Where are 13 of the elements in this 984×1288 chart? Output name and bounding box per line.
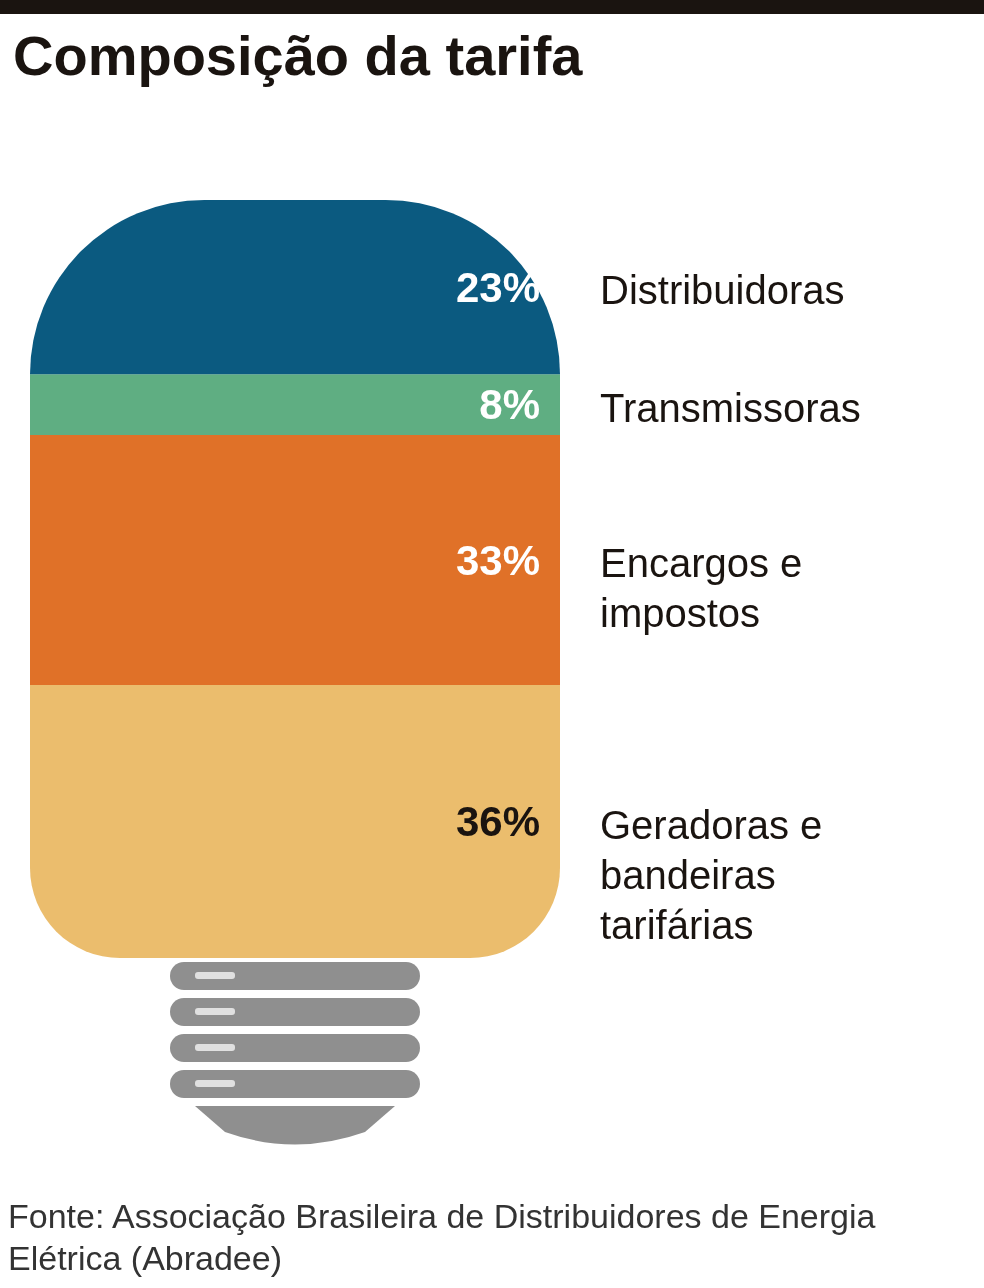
chart-title: Composição da tarifa	[13, 23, 584, 87]
data-label: 23%	[455, 263, 540, 311]
series-label: Transmissoras	[600, 385, 861, 430]
data-label: 33%	[455, 536, 540, 584]
data-label: 8%	[479, 381, 540, 429]
bar	[30, 685, 560, 958]
series-label: Geradoras e bandeiras tarifárias	[600, 802, 823, 947]
series-label: Distribuidoras	[600, 268, 845, 313]
data-label: 36%	[455, 798, 540, 846]
bar	[30, 374, 560, 435]
series-label: Encargos e impostos	[600, 541, 803, 636]
source-note: Fonte: Associação Brasileira de Distribuidores de Energia Elétrica (Abradee)	[8, 1197, 885, 1277]
bar	[30, 434, 560, 686]
